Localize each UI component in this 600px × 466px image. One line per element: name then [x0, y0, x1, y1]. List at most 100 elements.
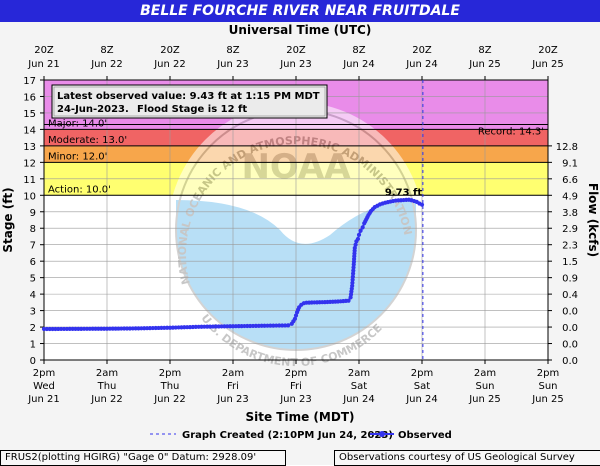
- legend-observed-label: Observed: [398, 430, 452, 441]
- local-tick-time-8: 2pm: [537, 368, 559, 379]
- local-tick-date-6: Jun 24: [405, 394, 438, 405]
- observed-point: [271, 323, 276, 328]
- peak-label: 9.73 ft: [385, 188, 423, 199]
- datum-footer: FRUS2(plotting HGIRG) "Gage 0" Datum: 29…: [0, 450, 286, 466]
- observed-point: [351, 265, 356, 270]
- top-axis-title: Universal Time (UTC): [229, 23, 372, 37]
- stage-tick-label-15: 15: [23, 109, 36, 120]
- flow-tick-label-0: 12.8: [556, 142, 578, 153]
- flow-tick-label-9: 0.4: [562, 290, 578, 301]
- utc-tick-label-2: 20Z: [160, 45, 180, 56]
- utc-tick-label-0: 20Z: [34, 45, 54, 56]
- utc-tick-label-5: 8Z: [352, 45, 365, 56]
- local-tick-date-7: Jun 25: [468, 394, 501, 405]
- observed-point: [360, 225, 365, 230]
- local-tick-time-4: 2pm: [285, 368, 307, 379]
- observed-markers: [41, 197, 425, 332]
- record-label: Record: 14.3': [478, 126, 544, 137]
- utc-tick-date-4: Jun 23: [279, 59, 312, 70]
- utc-tick-date-5: Jun 24: [342, 59, 375, 70]
- observed-point: [283, 323, 288, 328]
- local-tick-date-5: Jun 24: [342, 394, 375, 405]
- local-tick-day-8: Sun: [538, 381, 557, 392]
- utc-tick-label-7: 8Z: [478, 45, 491, 56]
- watermark-noaa-text: NOAA: [241, 147, 351, 187]
- observed-point: [262, 323, 267, 328]
- utc-tick-label-3: 8Z: [226, 45, 239, 56]
- stage-tick-label-6: 6: [30, 257, 36, 268]
- local-tick-time-5: 2am: [348, 368, 370, 379]
- local-tick-date-4: Jun 23: [279, 394, 312, 405]
- utc-tick-date-8: Jun 25: [531, 59, 564, 70]
- bottom-axis-title: Site Time (MDT): [246, 410, 355, 424]
- local-tick-time-7: 2am: [474, 368, 496, 379]
- flood-band-label-1: Moderate: 13.0': [48, 135, 127, 146]
- stage-tick-label-16: 16: [23, 92, 36, 103]
- local-tick-time-1: 2am: [96, 368, 118, 379]
- chart-title: BELLE FOURCHE RIVER NEAR FRUITDALE: [0, 0, 600, 22]
- observed-point: [292, 316, 298, 321]
- latest-observed-date: 24-Jun-2023.: [57, 104, 129, 115]
- observed-point: [356, 232, 362, 237]
- flow-tick-label-8: 0.9: [562, 274, 578, 285]
- local-tick-day-0: Wed: [33, 381, 55, 392]
- legend-observed-marker: [379, 431, 385, 437]
- local-tick-date-8: Jun 25: [531, 394, 564, 405]
- observed-point: [350, 280, 355, 285]
- flood-stage-note: Flood Stage is 12 ft: [137, 104, 247, 115]
- flow-tick-label-6: 2.3: [562, 241, 578, 252]
- observed-point: [277, 323, 282, 328]
- local-tick-time-6: 2pm: [411, 368, 433, 379]
- local-tick-day-6: Sat: [414, 381, 430, 392]
- observed-point: [350, 271, 356, 276]
- stage-tick-label-4: 4: [30, 290, 36, 301]
- flood-band-label-3: Action: 10.0': [48, 184, 111, 195]
- observed-point: [350, 277, 355, 282]
- stage-tick-label-8: 8: [30, 224, 36, 235]
- observed-point-last: [419, 202, 425, 207]
- local-tick-day-4: Fri: [290, 381, 302, 392]
- flow-tick-label-7: 1.5: [562, 257, 578, 268]
- local-tick-day-7: Sun: [475, 381, 494, 392]
- local-tick-day-1: Thu: [97, 381, 117, 392]
- stage-tick-label-17: 17: [23, 76, 36, 87]
- stage-tick-label-3: 3: [30, 307, 36, 318]
- utc-tick-label-1: 8Z: [100, 45, 113, 56]
- utc-tick-label-8: 20Z: [538, 45, 558, 56]
- source-footer: Observations courtesy of US Geological S…: [334, 450, 600, 466]
- left-axis-title: Stage (ft): [1, 187, 15, 252]
- local-tick-day-3: Fri: [227, 381, 239, 392]
- stage-tick-label-14: 14: [23, 125, 36, 136]
- local-tick-date-2: Jun 22: [153, 394, 186, 405]
- flow-tick-label-10: 0.0: [562, 307, 578, 318]
- utc-tick-date-1: Jun 22: [90, 59, 123, 70]
- local-tick-date-0: Jun 21: [27, 394, 60, 405]
- utc-tick-date-2: Jun 22: [153, 59, 186, 70]
- stage-tick-label-11: 11: [23, 175, 36, 186]
- right-axis-title: Flow (kcfs): [586, 183, 600, 257]
- utc-tick-date-0: Jun 21: [27, 59, 60, 70]
- flood-band-label-0: Major: 14.0': [48, 118, 107, 129]
- observed-point: [268, 323, 273, 328]
- stage-tick-label-1: 1: [30, 340, 36, 351]
- observed-point: [293, 313, 299, 318]
- observed-point: [353, 242, 358, 247]
- flow-tick-label-12: 0.0: [562, 340, 578, 351]
- flow-tick-label-11: 0.0: [562, 323, 578, 334]
- utc-tick-date-6: Jun 24: [405, 59, 438, 70]
- flow-tick-label-2: 6.6: [562, 175, 578, 186]
- stage-tick-label-10: 10: [23, 191, 36, 202]
- flow-tick-label-3: 4.9: [562, 191, 578, 202]
- stage-tick-label-7: 7: [30, 241, 36, 252]
- local-tick-time-2: 2pm: [159, 368, 181, 379]
- latest-observed-box: [51, 84, 328, 119]
- local-tick-time-3: 2am: [222, 368, 244, 379]
- stage-tick-label-13: 13: [23, 142, 36, 153]
- stage-tick-label-0: 0: [30, 356, 36, 367]
- flow-tick-label-4: 3.8: [562, 208, 578, 219]
- observed-point: [286, 323, 291, 328]
- utc-tick-label-4: 20Z: [286, 45, 306, 56]
- latest-observed-inner: [53, 86, 326, 117]
- local-tick-day-2: Thu: [160, 381, 180, 392]
